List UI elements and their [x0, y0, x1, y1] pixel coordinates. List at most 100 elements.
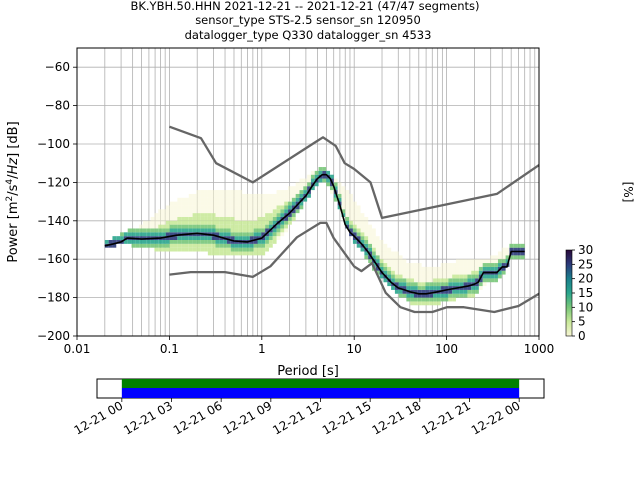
density-cell [482, 282, 487, 287]
density-cell [268, 209, 273, 214]
density-cell [406, 282, 411, 287]
density-cell [459, 289, 464, 294]
density-cell [509, 243, 514, 248]
density-cell [257, 251, 262, 256]
density-cell [135, 240, 140, 244]
density-cell [139, 228, 143, 233]
density-cell [429, 286, 434, 290]
density-cell [261, 251, 266, 256]
density-cell [402, 274, 407, 279]
density-cell [211, 213, 216, 217]
density-cell [413, 289, 418, 294]
density-cell [234, 251, 239, 256]
density-cell [215, 205, 220, 210]
density-cell [505, 251, 510, 256]
density-cell [238, 220, 243, 225]
density-cell [387, 270, 392, 275]
density-cell [200, 243, 205, 248]
density-cell [181, 213, 185, 217]
density-cell [207, 224, 212, 229]
density-cell [265, 205, 269, 210]
density-cell [486, 266, 491, 271]
density-cell [169, 201, 174, 206]
density-cell [291, 205, 296, 210]
density-cell [417, 263, 422, 267]
density-cell [234, 197, 239, 202]
x-axis: 0.01 0.1 1 10 100 1000 [64, 336, 554, 356]
density-cell [261, 240, 266, 244]
density-cell [196, 224, 201, 229]
density-cell [173, 220, 178, 225]
density-cell [486, 259, 491, 264]
density-cell [230, 205, 235, 210]
density-cell [333, 178, 338, 183]
density-cell [204, 236, 208, 240]
density-cell [123, 240, 128, 244]
density-cell [398, 289, 403, 294]
density-cell [223, 213, 227, 217]
density-cell [211, 251, 216, 256]
density-cell [398, 282, 403, 287]
density-cell [372, 240, 376, 244]
density-cell [490, 259, 495, 264]
series-line-nhnm [169, 125, 540, 220]
density-cell [242, 247, 247, 252]
density-cell [429, 266, 434, 271]
density-cell [284, 209, 289, 214]
density-cell [165, 240, 170, 244]
density-cell [112, 240, 117, 244]
density-cell [261, 236, 266, 240]
density-cell [482, 274, 487, 279]
density-cell [249, 220, 254, 225]
density-cell [268, 243, 273, 248]
density-cell [165, 247, 170, 252]
density-cell [219, 232, 224, 237]
density-cell [265, 228, 269, 233]
density-cell [116, 236, 121, 240]
density-cell [257, 247, 262, 252]
density-cell [299, 201, 304, 206]
density-cell [517, 247, 521, 252]
density-cell [215, 213, 220, 217]
density-cell [383, 270, 388, 275]
density-cell [184, 220, 189, 225]
title-line-3: datalogger_type Q330 datalogger_sn 4533 [185, 28, 432, 42]
density-cell [230, 193, 235, 198]
density-cell [310, 170, 315, 175]
density-cell [223, 201, 227, 206]
density-cell [425, 286, 430, 290]
density-cell [333, 197, 338, 202]
density-cell [146, 220, 151, 225]
density-cell [246, 197, 250, 202]
density-cell [226, 251, 231, 256]
density-cell [280, 228, 285, 233]
density-cell [379, 243, 384, 248]
density-cell [394, 274, 399, 279]
density-cell [501, 255, 506, 260]
density-cell [181, 205, 185, 210]
density-cell [413, 274, 418, 279]
density-cell [184, 205, 189, 210]
density-cell [463, 274, 468, 279]
density-cell [383, 255, 388, 260]
density-cell [184, 224, 189, 229]
density-cell [177, 220, 182, 225]
density-cell [455, 263, 460, 267]
density-cell [402, 266, 407, 271]
density-cell [196, 209, 201, 214]
density-cell [360, 224, 365, 229]
density-cell [230, 190, 235, 194]
density-cell [238, 232, 243, 237]
density-cell [268, 197, 273, 202]
density-cell [181, 197, 185, 202]
density-cell [314, 170, 319, 175]
density-cell [471, 263, 476, 267]
density-cell [406, 286, 411, 290]
density-cell [276, 190, 281, 194]
density-cell [249, 251, 254, 256]
density-cell [360, 236, 365, 240]
density-cell [368, 247, 373, 252]
density-cell [448, 266, 453, 271]
density-cell [459, 270, 464, 275]
